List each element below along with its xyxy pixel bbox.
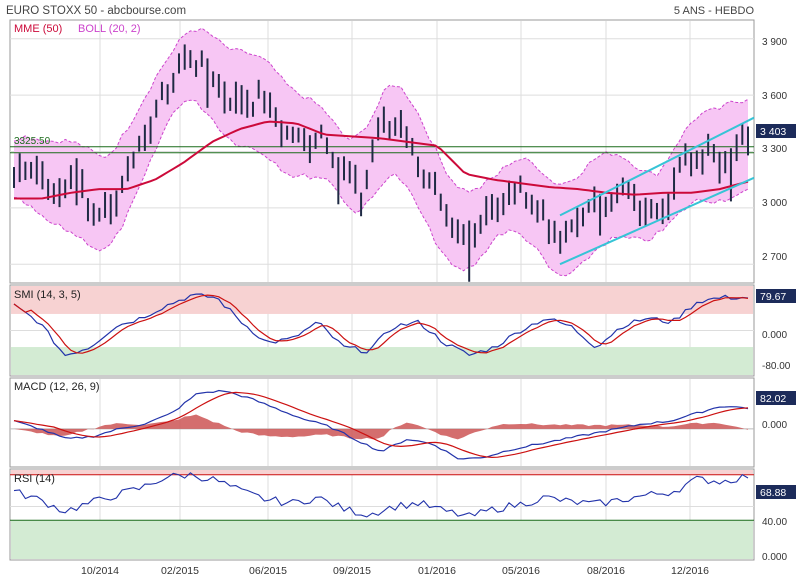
- y-tick-label: 2 700: [762, 252, 787, 263]
- x-tick-label: 05/2016: [502, 565, 540, 577]
- y-tick-label: 0.000: [762, 420, 787, 431]
- chart-title: EURO STOXX 50 - abcbourse.com: [6, 5, 186, 17]
- y-tick-label: 3 000: [762, 198, 787, 209]
- rsi-label: RSI (14): [14, 473, 55, 485]
- legend-boll: BOLL (20, 2): [78, 23, 141, 35]
- macd-panel-frame: [9, 377, 755, 468]
- smi-label: SMI (14, 3, 5): [14, 289, 81, 301]
- x-tick-label: 12/2016: [671, 565, 709, 577]
- price-panel: [10, 27, 755, 282]
- last-value: 82.02: [760, 393, 786, 405]
- bollinger-lower-line: [13, 99, 749, 277]
- channel-upper-line: [559, 116, 755, 217]
- smi-signal-line: [13, 294, 749, 354]
- last-value-box: [756, 391, 796, 405]
- smi-panel: [10, 286, 754, 375]
- y-tick-label: 3 300: [762, 144, 787, 155]
- mme-50-line: [14, 120, 749, 200]
- last-value-box: [756, 289, 796, 303]
- x-tick-label: 10/2014: [81, 565, 119, 577]
- y-tick-label: 0.000: [762, 552, 787, 563]
- y-tick-label: -80.00: [762, 361, 791, 372]
- macd-panel: [10, 389, 754, 460]
- last-value: 68.88: [760, 487, 786, 499]
- rsi-panel: [10, 470, 754, 559]
- y-tick-label: 3 600: [762, 91, 787, 102]
- x-tick-label: 09/2015: [333, 565, 371, 577]
- x-tick-label: 01/2016: [418, 565, 456, 577]
- x-tick-label: 02/2015: [161, 565, 199, 577]
- y-tick-label: 40.00: [762, 517, 787, 528]
- x-tick-label: 06/2015: [249, 565, 287, 577]
- macd-histogram: [14, 414, 748, 440]
- chart-period: 5 ANS - HEBDO: [674, 5, 755, 17]
- x-tick-label: 08/2016: [587, 565, 625, 577]
- oversold-zone: [11, 347, 753, 375]
- y-tick-label: 3 900: [762, 37, 787, 48]
- overbought-zone: [11, 286, 753, 314]
- oversold-zone: [11, 520, 753, 559]
- y-tick-label: 0.000: [762, 330, 787, 341]
- rsi-panel-frame: [9, 468, 755, 561]
- macd-label: MACD (12, 26, 9): [14, 381, 100, 393]
- macd-line: [13, 389, 749, 460]
- overbought-zone: [11, 470, 753, 475]
- last-value: 79.67: [760, 291, 786, 303]
- last-value-box: [756, 124, 796, 138]
- hline-label: 3325.50: [14, 136, 51, 147]
- bollinger-upper-line: [13, 27, 749, 193]
- smi-line: [13, 293, 749, 357]
- legend-mme: MME (50): [14, 23, 62, 35]
- channel-lower-line: [559, 176, 755, 266]
- last-value: 3 403: [760, 126, 786, 138]
- macd-signal-line: [13, 391, 749, 459]
- rsi-line: [13, 472, 749, 518]
- last-value-box: [756, 485, 796, 499]
